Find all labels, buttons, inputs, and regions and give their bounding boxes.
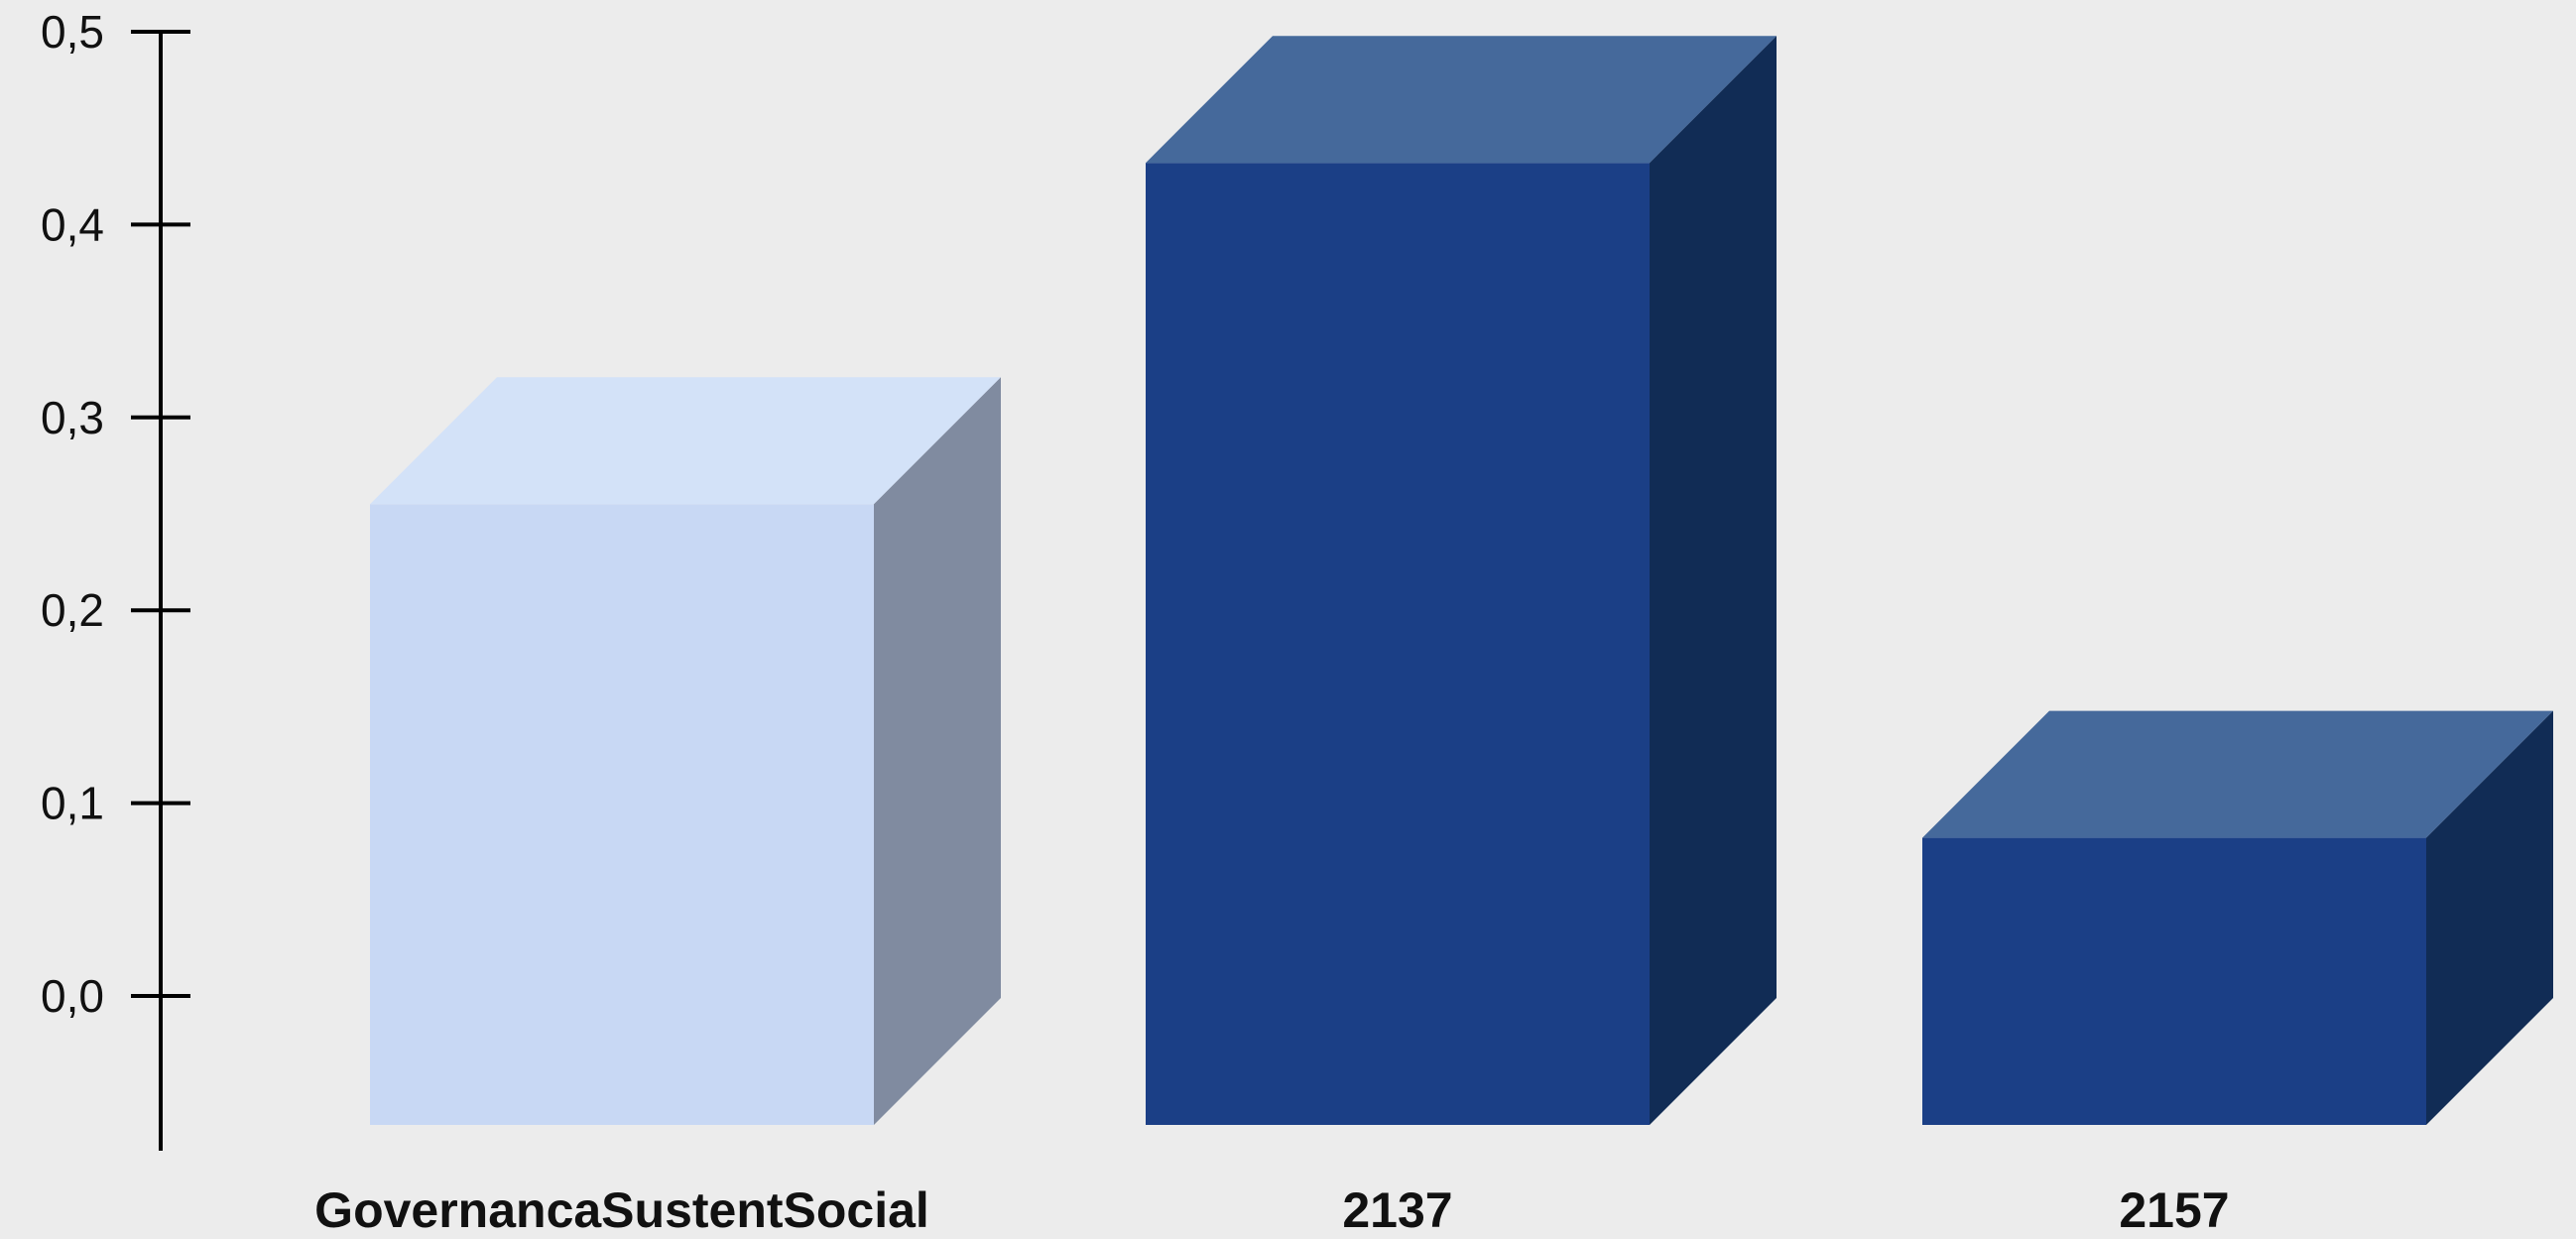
x-category-label: 2137: [1342, 1182, 1452, 1238]
y-tick-label: 0,1: [41, 778, 104, 829]
bar: [1922, 710, 2553, 1125]
y-tick-label: 0,2: [41, 584, 104, 636]
bar-front-face: [370, 504, 874, 1125]
bar: [370, 377, 1001, 1125]
x-axis-labels: GovernancaSustentSocial 2137 2157: [314, 1182, 2229, 1238]
bar-side-face: [1650, 36, 1777, 1125]
bar-side-face: [2426, 710, 2553, 1125]
bar: [1146, 36, 1777, 1125]
bar-top-face: [370, 377, 1001, 505]
bar-top-face: [1922, 710, 2553, 838]
bar-side-face: [874, 377, 1001, 1125]
bar-front-face: [1146, 163, 1650, 1125]
y-axis: 0,0 0,1 0,2 0,3 0,4 0,5: [41, 6, 190, 1151]
x-category-label: 2157: [2119, 1182, 2229, 1238]
bar-front-face: [1922, 837, 2426, 1125]
bars: [370, 36, 2553, 1125]
y-tick-label: 0,3: [41, 392, 104, 443]
y-tick-label: 0,5: [41, 6, 104, 58]
y-tick-label: 0,4: [41, 198, 104, 250]
x-category-label: GovernancaSustentSocial: [314, 1182, 929, 1238]
y-tick-label: 0,0: [41, 970, 104, 1022]
bar-top-face: [1146, 36, 1777, 164]
